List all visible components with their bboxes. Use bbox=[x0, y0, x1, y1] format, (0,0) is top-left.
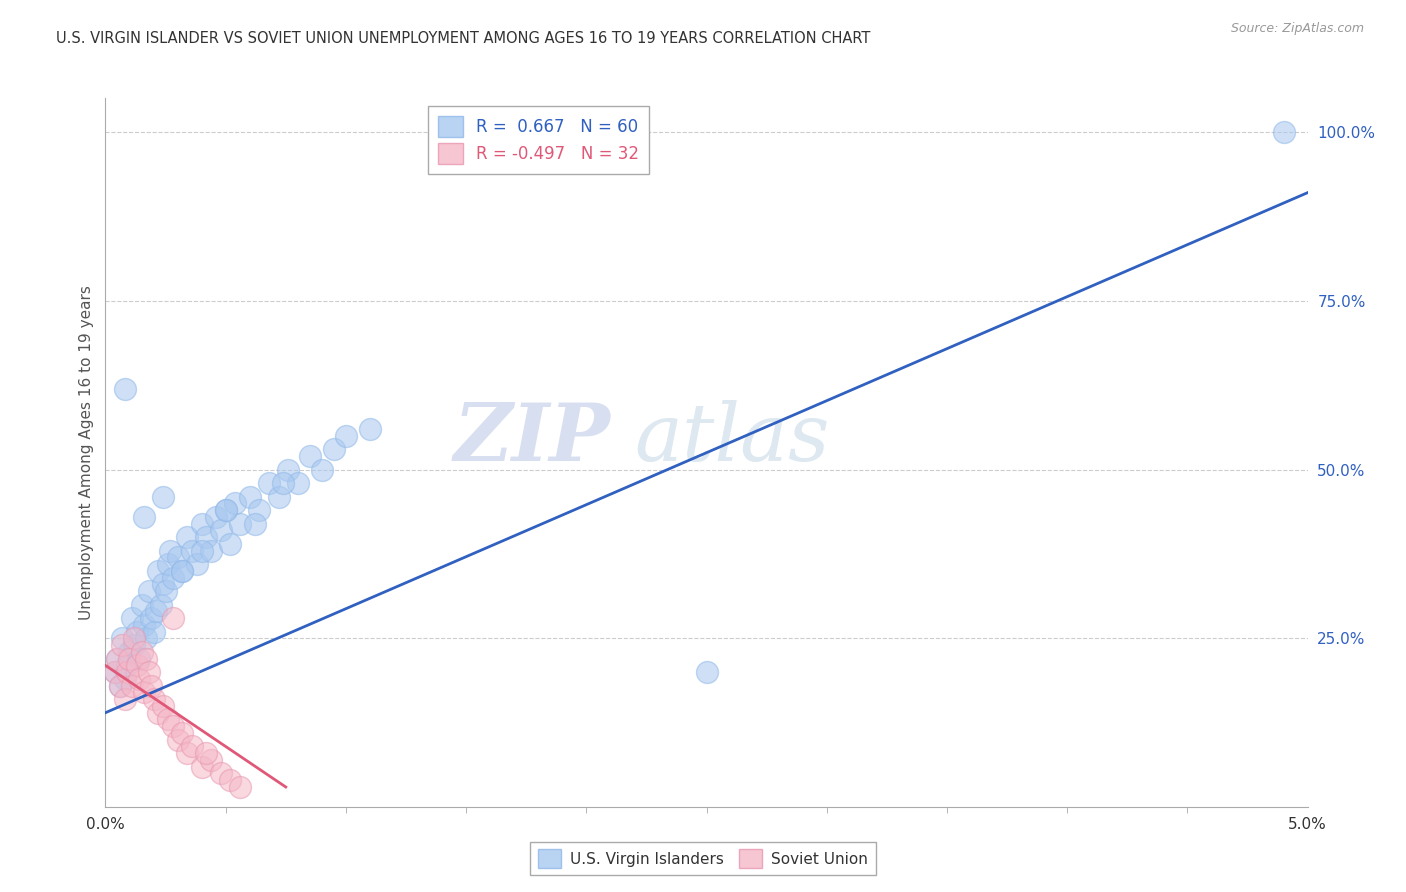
Point bbox=[156, 713, 179, 727]
Point bbox=[239, 490, 262, 504]
Point bbox=[190, 543, 212, 558]
Point bbox=[273, 476, 295, 491]
Point bbox=[152, 577, 174, 591]
Point bbox=[214, 503, 236, 517]
Point bbox=[335, 429, 357, 443]
Point bbox=[229, 516, 252, 531]
Point bbox=[176, 746, 198, 760]
Point bbox=[311, 462, 333, 476]
Point bbox=[162, 611, 184, 625]
Point bbox=[124, 632, 146, 646]
Point bbox=[359, 422, 381, 436]
Point bbox=[277, 462, 299, 476]
Point bbox=[115, 665, 138, 680]
Point bbox=[1272, 125, 1295, 139]
Point bbox=[224, 496, 246, 510]
Point bbox=[195, 530, 218, 544]
Point bbox=[125, 624, 148, 639]
Point bbox=[132, 509, 155, 524]
Point bbox=[186, 557, 208, 571]
Point bbox=[209, 524, 232, 538]
Point bbox=[155, 584, 177, 599]
Point bbox=[148, 706, 170, 720]
Text: Source: ZipAtlas.com: Source: ZipAtlas.com bbox=[1230, 22, 1364, 36]
Point bbox=[181, 543, 204, 558]
Point bbox=[114, 672, 136, 686]
Point bbox=[200, 753, 222, 767]
Point bbox=[190, 516, 212, 531]
Point bbox=[135, 632, 157, 646]
Point bbox=[166, 550, 188, 565]
Point bbox=[111, 632, 134, 646]
Point bbox=[132, 618, 155, 632]
Point bbox=[243, 516, 266, 531]
Text: atlas: atlas bbox=[634, 400, 830, 477]
Point bbox=[138, 665, 160, 680]
Point bbox=[176, 530, 198, 544]
Point bbox=[195, 746, 218, 760]
Point bbox=[135, 651, 157, 665]
Point bbox=[115, 658, 138, 673]
Point bbox=[181, 739, 204, 754]
Point bbox=[111, 638, 134, 652]
Point bbox=[142, 692, 165, 706]
Point bbox=[205, 509, 228, 524]
Text: U.S. VIRGIN ISLANDER VS SOVIET UNION UNEMPLOYMENT AMONG AGES 16 TO 19 YEARS CORR: U.S. VIRGIN ISLANDER VS SOVIET UNION UNE… bbox=[56, 31, 870, 46]
Point bbox=[107, 651, 129, 665]
Point bbox=[118, 645, 141, 659]
Point bbox=[139, 611, 162, 625]
Point bbox=[128, 651, 150, 665]
Point bbox=[200, 543, 222, 558]
Point bbox=[162, 719, 184, 733]
Point bbox=[114, 382, 136, 396]
Point bbox=[298, 449, 321, 463]
Point bbox=[172, 564, 194, 578]
Point bbox=[131, 645, 153, 659]
Point bbox=[142, 624, 165, 639]
Point bbox=[209, 766, 232, 780]
Point bbox=[229, 780, 252, 794]
Point bbox=[696, 665, 718, 680]
Point bbox=[121, 679, 143, 693]
Point bbox=[162, 571, 184, 585]
Point bbox=[114, 692, 136, 706]
Point bbox=[247, 503, 270, 517]
Point bbox=[124, 638, 146, 652]
Point bbox=[287, 476, 309, 491]
Point bbox=[219, 773, 242, 788]
Point bbox=[121, 611, 143, 625]
Point bbox=[219, 537, 242, 551]
Point bbox=[149, 598, 172, 612]
Point bbox=[152, 698, 174, 713]
Point bbox=[108, 679, 131, 693]
Point bbox=[172, 726, 194, 740]
Point bbox=[138, 584, 160, 599]
Point bbox=[118, 651, 141, 665]
Text: ZIP: ZIP bbox=[454, 400, 610, 477]
Point bbox=[128, 672, 150, 686]
Legend: R =  0.667   N = 60, R = -0.497   N = 32: R = 0.667 N = 60, R = -0.497 N = 32 bbox=[427, 106, 650, 174]
Point bbox=[148, 564, 170, 578]
Point bbox=[159, 543, 181, 558]
Point bbox=[190, 760, 212, 774]
Point bbox=[139, 679, 162, 693]
Point bbox=[257, 476, 280, 491]
Point bbox=[214, 503, 236, 517]
Point bbox=[107, 651, 129, 665]
Point bbox=[267, 490, 290, 504]
Point bbox=[145, 604, 167, 618]
Point bbox=[156, 557, 179, 571]
Legend: U.S. Virgin Islanders, Soviet Union: U.S. Virgin Islanders, Soviet Union bbox=[530, 841, 876, 875]
Point bbox=[172, 564, 194, 578]
Point bbox=[152, 490, 174, 504]
Y-axis label: Unemployment Among Ages 16 to 19 years: Unemployment Among Ages 16 to 19 years bbox=[79, 285, 94, 620]
Point bbox=[125, 658, 148, 673]
Point bbox=[104, 665, 127, 680]
Point bbox=[132, 685, 155, 699]
Point bbox=[108, 679, 131, 693]
Point bbox=[131, 598, 153, 612]
Point bbox=[104, 665, 127, 680]
Point bbox=[166, 732, 188, 747]
Point bbox=[322, 442, 344, 457]
